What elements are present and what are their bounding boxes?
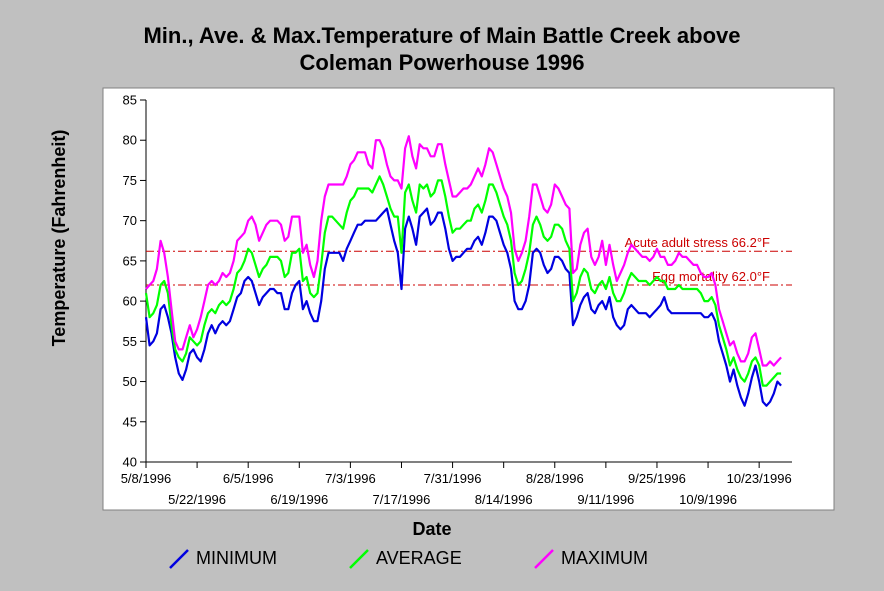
x-tick-label-11: 10/9/1996: [679, 492, 737, 507]
legend-item-minimum: MINIMUM: [168, 547, 308, 571]
series-line-average: [144, 175, 782, 387]
y-tick-label-80: 80: [123, 133, 137, 148]
x-axis-label: Date: [412, 519, 452, 539]
reference-label-0: Acute adult stress 66.2°F: [625, 235, 770, 250]
x-tick-label-2: 6/5/1996: [223, 471, 274, 486]
chart-title-line-1: Min., Ave. & Max.Temperature of Main Bat…: [143, 23, 741, 48]
legend-label-maximum: MAXIMUM: [561, 548, 648, 568]
x-tick-label-6: 7/31/1996: [424, 471, 482, 486]
x-tick-label-8: 8/28/1996: [526, 471, 584, 486]
y-axis-label: Temperature (Fahrenheit): [49, 129, 69, 347]
legend-label-average: AVERAGE: [376, 548, 462, 568]
x-tick-label-4: 7/3/1996: [325, 471, 376, 486]
x-tick-label-10: 9/25/1996: [628, 471, 686, 486]
legend-item-maximum: MAXIMUM: [533, 547, 673, 571]
chart-title-line-2: Coleman Powerhouse 1996: [299, 50, 585, 75]
legend-label-minimum: MINIMUM: [196, 548, 277, 568]
legend-item-average: AVERAGE: [348, 547, 488, 571]
y-tick-label-50: 50: [123, 374, 137, 389]
x-tick-label-9: 9/11/1996: [577, 492, 634, 507]
x-tick-label-12: 10/23/1996: [727, 471, 792, 486]
legend-swatch-maximum: [534, 549, 554, 569]
y-tick-label-40: 40: [123, 455, 137, 470]
plot-panel: [102, 87, 835, 511]
y-tick-label-85: 85: [123, 93, 137, 108]
legend-swatch-minimum: [169, 549, 189, 569]
y-tick-label-65: 65: [123, 253, 137, 268]
y-tick-label-75: 75: [123, 173, 137, 188]
legend-swatch-average: [349, 549, 369, 569]
x-tick-label-0: 5/8/1996: [121, 471, 172, 486]
reference-label-1: Egg mortality 62.0°F: [652, 269, 770, 284]
series-line-maximum: [145, 135, 782, 367]
y-tick-label-55: 55: [123, 334, 137, 349]
y-tick-label-60: 60: [123, 294, 137, 309]
y-tick-label-45: 45: [123, 414, 137, 429]
x-tick-label-7: 8/14/1996: [475, 492, 533, 507]
chart-title: Min., Ave. & Max.Temperature of Main Bat…: [0, 22, 884, 76]
x-tick-label-3: 6/19/1996: [270, 492, 328, 507]
x-tick-label-1: 5/22/1996: [168, 492, 226, 507]
x-tick-label-5: 7/17/1996: [373, 492, 431, 507]
series-line-minimum: [144, 207, 782, 407]
y-tick-label-70: 70: [123, 213, 137, 228]
